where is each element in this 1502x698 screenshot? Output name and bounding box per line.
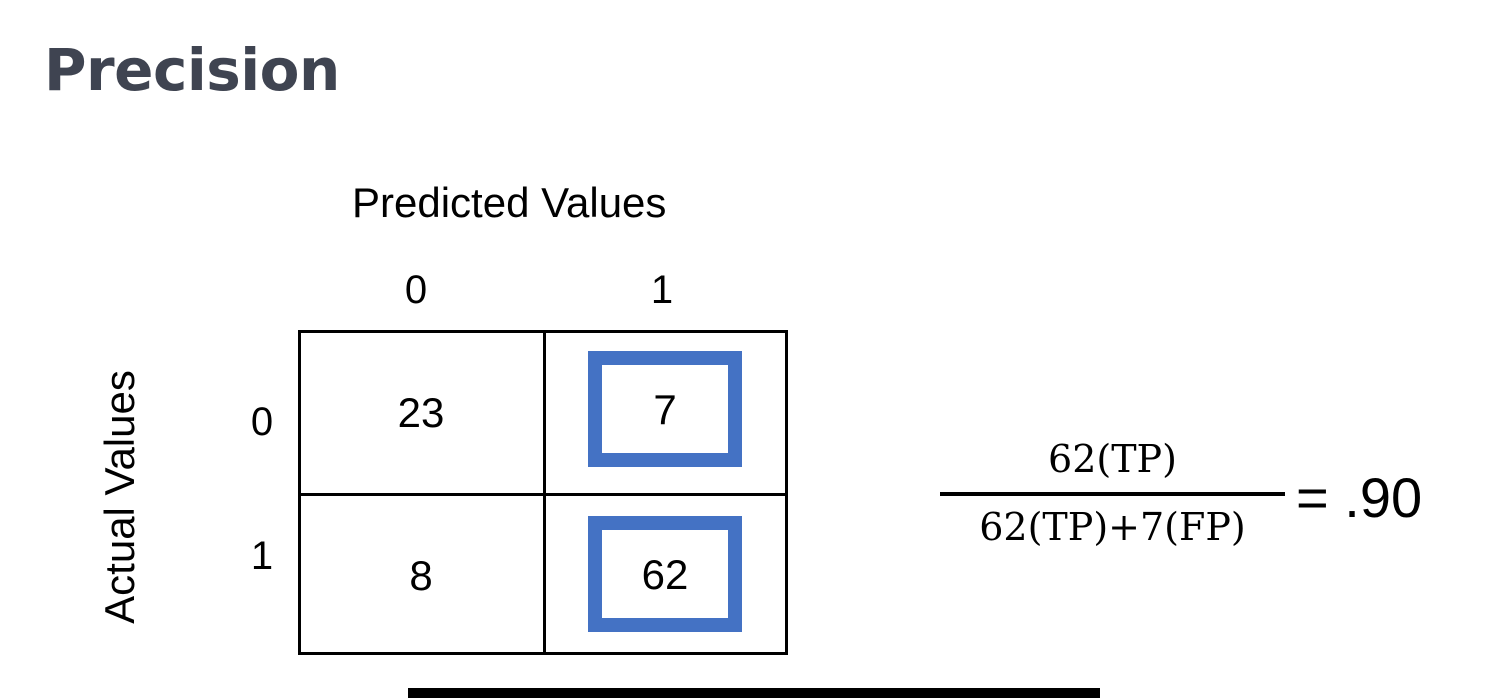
cell-false-negative: 8 bbox=[409, 552, 433, 599]
column-label-1: 1 bbox=[650, 268, 674, 312]
predicted-values-label: Predicted Values bbox=[352, 179, 667, 226]
row-label-0: 0 bbox=[250, 400, 274, 444]
column-label-0: 0 bbox=[404, 268, 428, 312]
true-positive-highlight: 62 bbox=[588, 516, 742, 632]
matrix-divider-vertical bbox=[543, 333, 546, 652]
formula-result: = .90 bbox=[1296, 466, 1423, 529]
formula-numerator: 62(TP) bbox=[1048, 437, 1177, 481]
bottom-divider bbox=[408, 688, 1100, 698]
row-label-1: 1 bbox=[250, 534, 274, 578]
matrix-divider-horizontal bbox=[301, 493, 785, 496]
cell-true-negative: 23 bbox=[397, 389, 445, 436]
fraction-bar bbox=[940, 492, 1285, 496]
confusion-matrix: 23 7 8 62 bbox=[298, 330, 788, 655]
formula-denominator: 62(TP)+7(FP) bbox=[979, 505, 1246, 549]
false-positive-highlight: 7 bbox=[588, 351, 742, 467]
page-title: Precision bbox=[44, 36, 340, 104]
actual-values-label: Actual Values bbox=[96, 370, 143, 624]
cell-true-positive: 62 bbox=[641, 551, 689, 598]
cell-false-positive: 7 bbox=[653, 386, 677, 433]
